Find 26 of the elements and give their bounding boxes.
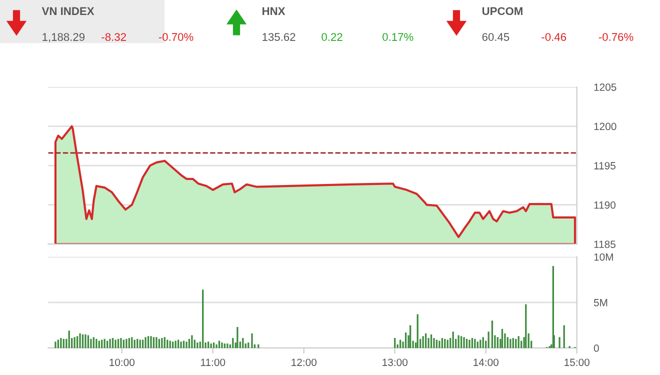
x-tick-label: 12:00	[292, 358, 316, 366]
y-tick-label: 0	[594, 344, 599, 352]
y-tick-label: 5M	[594, 299, 608, 306]
text: -8.32	[102, 33, 126, 41]
y-tick-label: 1185	[594, 240, 616, 248]
x-tick-label: 10:00	[110, 358, 135, 366]
x-tick-label: 13:00	[382, 358, 408, 366]
text: 1,188.29	[42, 33, 85, 42]
y-tick-label: 1200	[594, 122, 616, 130]
text: 135.62	[262, 33, 296, 41]
text: UPCOM	[482, 7, 522, 16]
text: 0.22	[322, 33, 342, 41]
y-tick-label: 1195	[594, 162, 616, 170]
y-tick-label: 1190	[594, 201, 616, 209]
text: VN INDEX	[42, 7, 94, 15]
text: 0.17%	[382, 33, 414, 41]
x-tick-label: 11:00	[201, 358, 226, 366]
text: HNX	[262, 7, 286, 15]
x-tick-label: 14:00	[474, 358, 498, 366]
y-tick-label: 1205	[594, 84, 616, 91]
text: -0.76%	[598, 33, 634, 41]
y-tick-label: 10M	[594, 253, 613, 261]
text: -0.46	[542, 33, 566, 41]
x-tick-label: 15:00	[564, 358, 590, 366]
text: -0.70%	[158, 33, 194, 41]
text: 60.45	[482, 33, 510, 41]
